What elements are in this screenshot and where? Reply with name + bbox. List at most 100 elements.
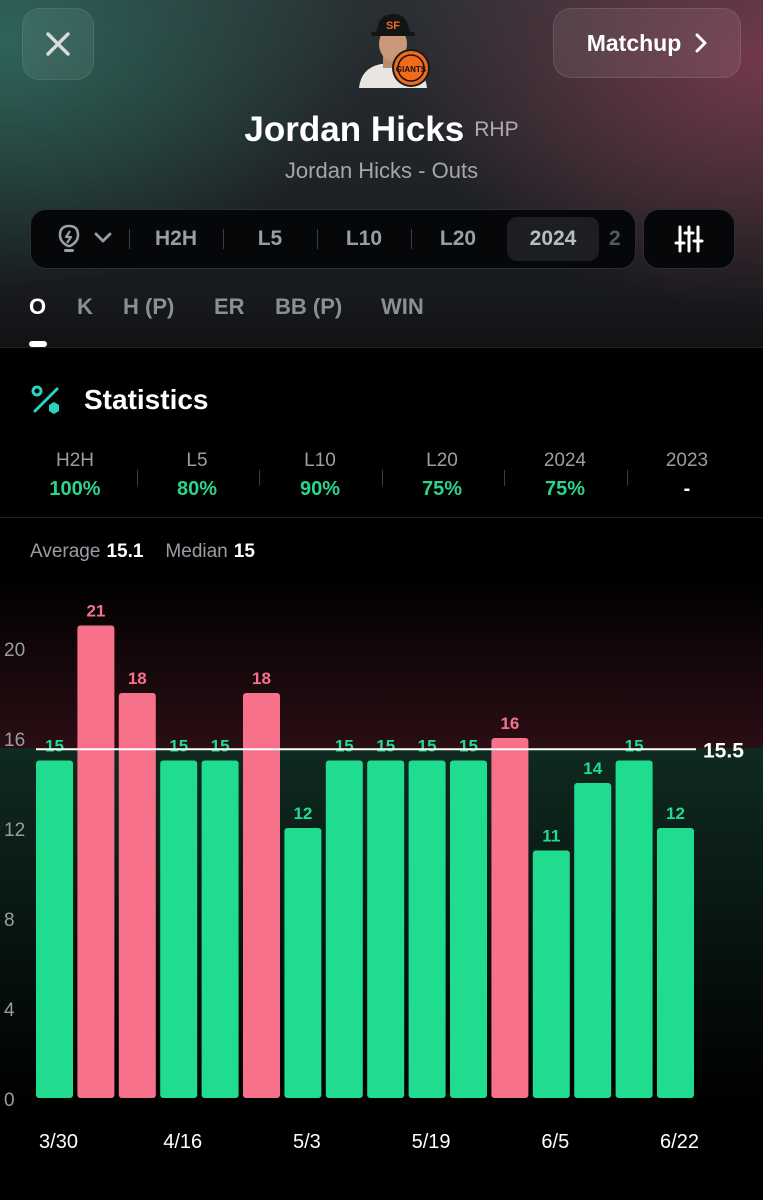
- chevron-down-icon: [94, 232, 112, 243]
- market-subtitle: Jordan Hicks - Outs: [284, 158, 479, 183]
- matchup-label: Matchup: [586, 29, 682, 56]
- period-value: 90%: [299, 478, 341, 500]
- statistics-title: Statistics: [84, 384, 209, 415]
- hit-rate-summary: H2H 100% L5 80% L10 90% L20 75% 2024 75%…: [0, 450, 763, 505]
- lightbulb-icon: [58, 224, 112, 252]
- chart-bar: [532, 850, 570, 1098]
- active-tab-indicator: [29, 341, 47, 347]
- median-label: Median: [165, 541, 228, 562]
- bar-value-label: 15: [45, 737, 64, 756]
- stat-tabs: O K H (P) ER BB (P) WIN: [0, 294, 763, 324]
- stat-tab-earned-runs[interactable]: ER: [214, 294, 245, 319]
- bar-value-label: 18: [252, 669, 271, 688]
- y-tick-label: 16: [4, 730, 25, 751]
- player-position: RHP: [474, 118, 519, 141]
- sliders-icon: [674, 225, 704, 253]
- x-tick-label: 3/30: [39, 1131, 78, 1153]
- period-2023[interactable]: 2023 -: [632, 450, 742, 501]
- y-tick-label: 4: [4, 1000, 15, 1021]
- range-tab-2024[interactable]: 2024: [507, 217, 599, 261]
- period-label: L10: [304, 450, 336, 471]
- range-tab-h2h[interactable]: H2H: [154, 227, 197, 250]
- period-l10[interactable]: L10 90%: [265, 450, 375, 501]
- bar-value-label: 12: [293, 804, 312, 823]
- period-value: 75%: [421, 478, 463, 500]
- y-tick-label: 20: [4, 640, 25, 661]
- filter-settings-button[interactable]: [643, 209, 735, 269]
- bar-value-label: 18: [128, 669, 147, 688]
- x-tick-label: 4/16: [163, 1131, 202, 1153]
- threshold-label: 15.5: [703, 739, 744, 762]
- median-value: 15: [233, 541, 255, 562]
- insight-dropdown[interactable]: [43, 210, 133, 268]
- period-l20[interactable]: L20 75%: [387, 450, 497, 501]
- period-label: 2024: [543, 450, 587, 471]
- period-label: L20: [426, 450, 458, 471]
- bar-value-label: 15: [459, 737, 478, 756]
- chart-bar: [36, 760, 73, 1098]
- chart-bar: [657, 828, 694, 1098]
- x-tick-label: 6/22: [660, 1131, 699, 1153]
- period-label: L5: [186, 450, 208, 471]
- period-value: 80%: [176, 478, 218, 500]
- period-label: H2H: [55, 450, 94, 471]
- player-name-heading: Jordan Hicks RHP: [0, 110, 763, 150]
- bar-value-label: 16: [500, 714, 519, 733]
- close-icon: [46, 32, 70, 56]
- chart-bar: [450, 760, 487, 1098]
- percent-icon: [31, 385, 59, 414]
- x-tick-label: 5/19: [412, 1131, 451, 1153]
- chart-bar: [118, 693, 156, 1098]
- y-tick-label: 0: [4, 1090, 15, 1111]
- bar-value-label: 15: [376, 737, 395, 756]
- range-tab-l5[interactable]: L5: [257, 227, 283, 250]
- bar-value-label: 12: [666, 804, 685, 823]
- matchup-button[interactable]: Matchup: [553, 8, 741, 78]
- chart-bar: [201, 760, 239, 1098]
- x-tick-label: 6/5: [541, 1131, 569, 1153]
- chart-bar: [77, 625, 115, 1098]
- chart-bar: [243, 693, 280, 1098]
- chart-bar: [491, 738, 529, 1098]
- period-value: 100%: [49, 478, 101, 500]
- close-button[interactable]: [22, 8, 94, 80]
- stat-tab-walks[interactable]: BB (P): [275, 294, 343, 319]
- bar-value-label: 14: [583, 759, 602, 778]
- bar-value-label: 15: [169, 737, 188, 756]
- chart-bar: [160, 760, 198, 1098]
- stat-tab-strikeouts[interactable]: K: [77, 294, 93, 319]
- range-tab-l20[interactable]: L20: [439, 227, 477, 250]
- bar-value-label: 15: [335, 737, 354, 756]
- bar-value-label: 15: [418, 737, 437, 756]
- chart-bar: [325, 760, 363, 1098]
- chart-bar: [574, 783, 612, 1098]
- y-tick-label: 12: [4, 820, 25, 841]
- bar-value-label: 11: [542, 827, 560, 846]
- period-l5[interactable]: L5 80%: [142, 450, 252, 501]
- bar-value-label: 15: [211, 737, 230, 756]
- y-tick-label: 8: [4, 910, 15, 931]
- game-log-bar-chart: 0 4 8 12 16 20 15 21 18 15 15 18 12 15 15 15 15 16 11 14 15 1…: [4, 602, 744, 1154]
- header-background: [0, 0, 763, 348]
- bar-value-label: 15: [625, 737, 644, 756]
- period-value: -: [683, 478, 691, 500]
- average-value: 15.1: [106, 541, 144, 562]
- svg-text:GIANTS: GIANTS: [396, 65, 427, 74]
- range-tab-2023-partial[interactable]: 2: [609, 227, 621, 250]
- chart-bar: [367, 760, 405, 1098]
- range-filter-bar: H2H L5 L10 L20 2024 2: [30, 209, 636, 269]
- period-label: 2023: [665, 450, 709, 471]
- average-median-row: Average 15.1 Median 15: [30, 541, 277, 563]
- period-2024[interactable]: 2024 75%: [510, 450, 620, 501]
- avatar: SF GIANTS: [355, 8, 431, 88]
- stat-tab-hits[interactable]: H (P): [123, 294, 175, 319]
- divider: [0, 517, 763, 518]
- stat-tab-win[interactable]: WIN: [381, 294, 424, 319]
- chart-bar: [615, 760, 653, 1098]
- chart-bar: [408, 760, 446, 1098]
- period-h2h[interactable]: H2H 100%: [20, 450, 130, 501]
- statistics-header: Statistics: [30, 384, 209, 416]
- range-tab-l10[interactable]: L10: [345, 227, 383, 250]
- stat-tab-outs[interactable]: O: [29, 294, 47, 319]
- svg-text:SF: SF: [386, 20, 400, 32]
